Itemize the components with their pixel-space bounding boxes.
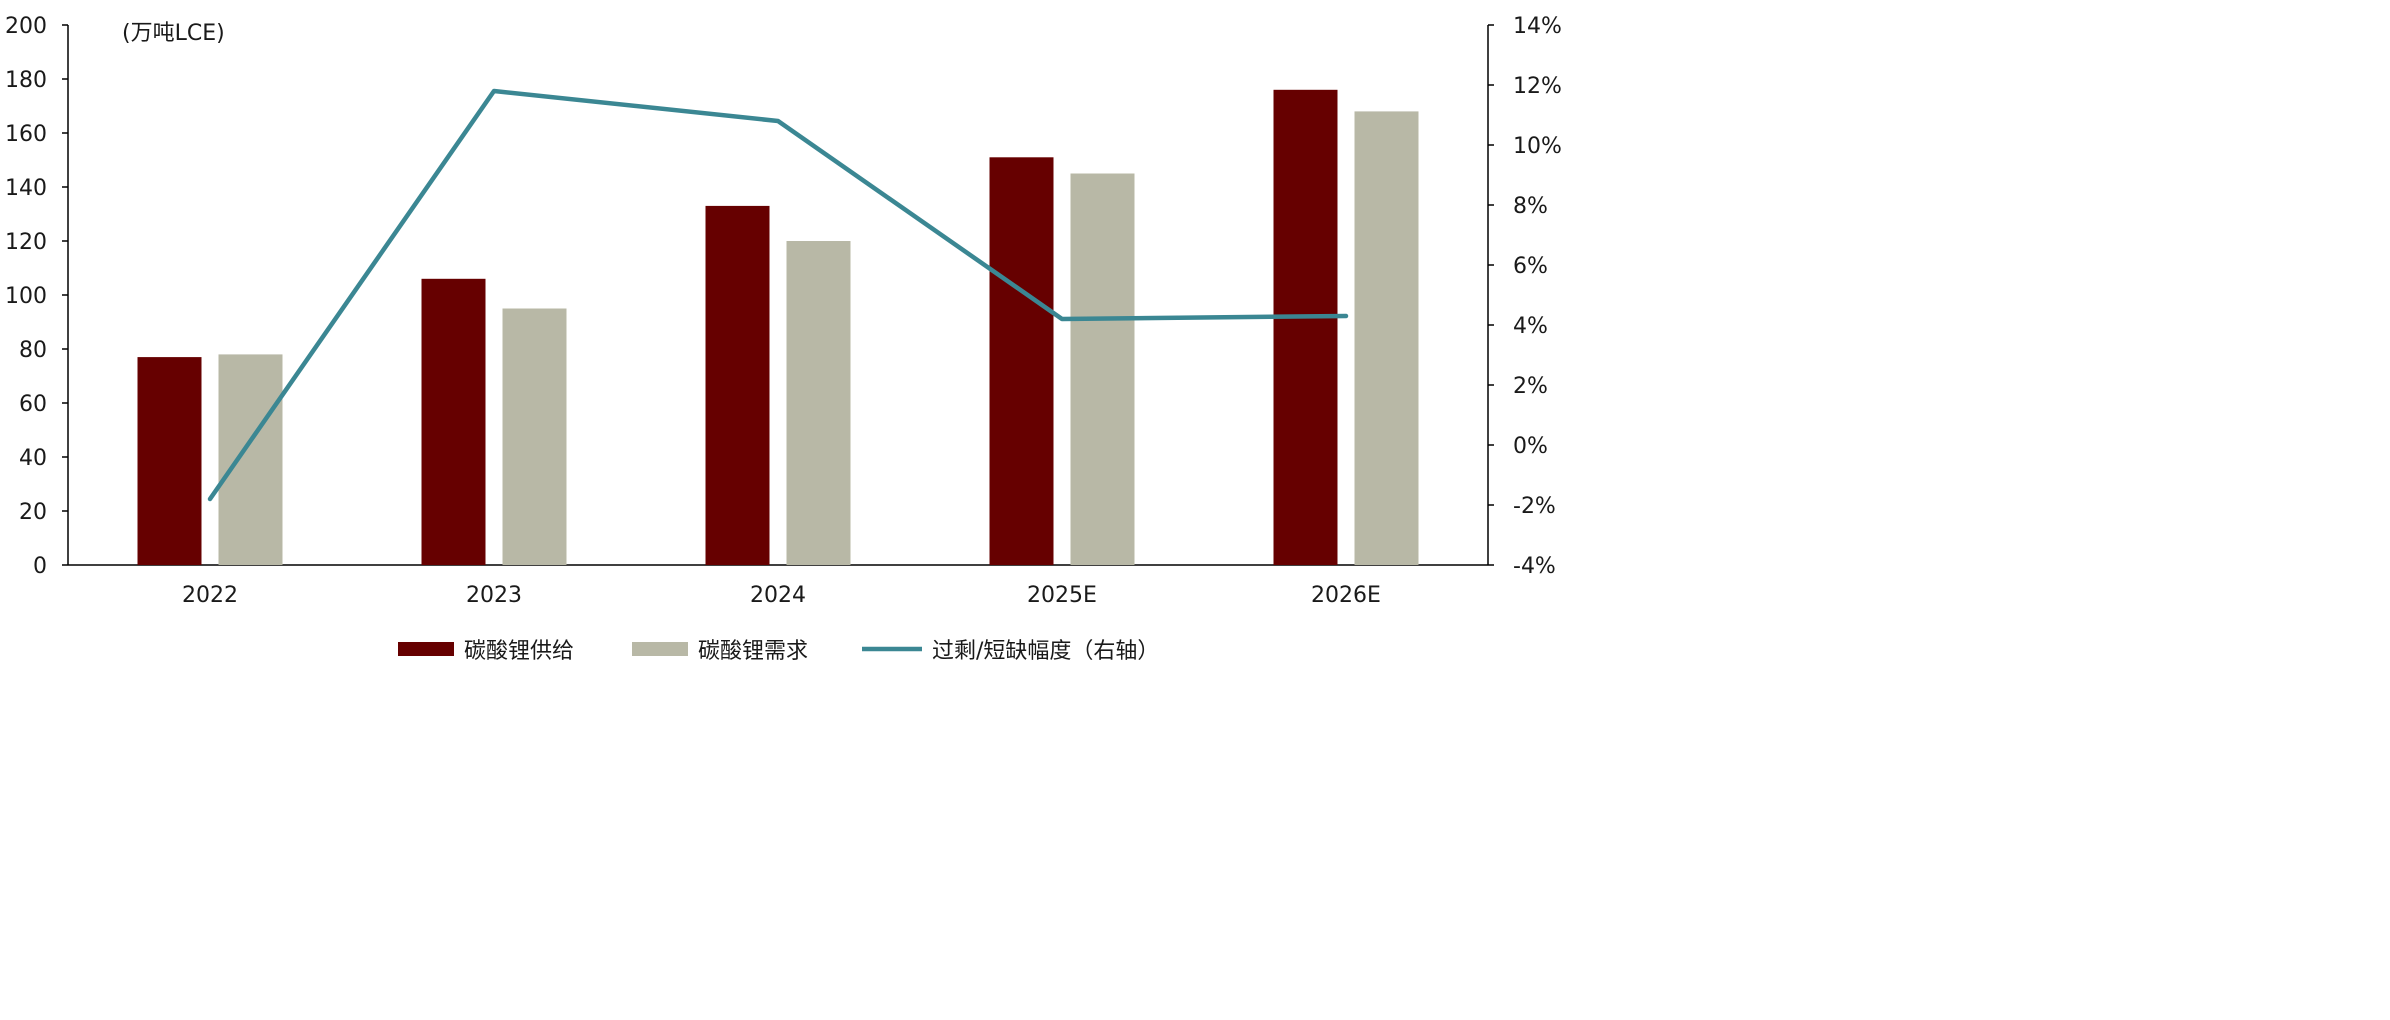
y-left-tick-label: 60 xyxy=(19,392,47,417)
chart-container: 0 20 40 60 80 100 120 140 160 180 200 -4% -2% 0% 2% 4% 6… xyxy=(0,0,1568,669)
legend-item-gap: 过剩/短缺幅度（右轴） xyxy=(862,639,1159,664)
line-surplus-shortage xyxy=(207,88,1349,502)
x-tick-label: 2026E xyxy=(1311,583,1381,608)
bar-demand xyxy=(1070,173,1135,565)
legend-item-demand: 碳酸锂需求 xyxy=(632,639,808,664)
axes-group xyxy=(62,24,1494,566)
y-right-tick-label: 4% xyxy=(1513,314,1548,339)
y-right-tick-label: 10% xyxy=(1513,134,1562,159)
y-left-tick-label: 200 xyxy=(5,14,47,39)
legend: 碳酸锂供给 碳酸锂需求 过剩/短缺幅度（右轴） xyxy=(398,639,1159,664)
y-right-tick-label: 0% xyxy=(1513,434,1548,459)
legend-label: 碳酸锂需求 xyxy=(698,639,808,664)
y-left-tick-label: 80 xyxy=(19,338,47,363)
x-tick-label: 2023 xyxy=(466,583,522,608)
x-tick-label: 2024 xyxy=(750,583,806,608)
y-right-tick-label: 12% xyxy=(1513,74,1562,99)
x-tick-label: 2022 xyxy=(182,583,238,608)
bar-supply xyxy=(705,205,770,565)
legend-label: 过剩/短缺幅度（右轴） xyxy=(932,639,1159,664)
y-right-tick-label: 6% xyxy=(1513,254,1548,279)
y-right-tick-label: 8% xyxy=(1513,194,1548,219)
bar-supply xyxy=(989,157,1054,566)
y-left-tick-label: 120 xyxy=(5,230,47,255)
x-tick-label: 2025E xyxy=(1027,583,1097,608)
y-axis-unit-label: (万吨LCE) xyxy=(122,21,225,46)
bar-demand xyxy=(786,241,851,565)
y-left-tick-label: 140 xyxy=(5,176,47,201)
bar-supply xyxy=(421,278,486,565)
bar-demand xyxy=(218,354,283,565)
y-left-tick-label: 180 xyxy=(5,68,47,93)
y-left-tick-label: 40 xyxy=(19,446,47,471)
y-left-tick-label: 100 xyxy=(5,284,47,309)
y-left-tick-label: 0 xyxy=(33,554,47,579)
y-right-tick-label: 14% xyxy=(1513,14,1562,39)
bar-demand xyxy=(502,308,567,565)
bar-supply xyxy=(137,357,202,565)
y-right-tick-label: -4% xyxy=(1513,554,1556,579)
y-right-tick-label: 2% xyxy=(1513,374,1548,399)
legend-swatch xyxy=(632,642,688,656)
tick-labels-group: 0 20 40 60 80 100 120 140 160 180 200 -4% -2% 0% 2% 4% 6… xyxy=(5,14,1562,608)
y-left-tick-label: 20 xyxy=(19,500,47,525)
legend-label: 碳酸锂供给 xyxy=(464,639,574,664)
legend-swatch xyxy=(398,642,454,656)
legend-item-supply: 碳酸锂供给 xyxy=(398,639,574,664)
bars-group xyxy=(137,89,1419,566)
y-left-tick-label: 160 xyxy=(5,122,47,147)
bar-demand xyxy=(1354,111,1419,566)
bar-supply xyxy=(1273,89,1338,566)
y-right-tick-label: -2% xyxy=(1513,494,1556,519)
line-group xyxy=(207,88,1349,502)
chart-svg: 0 20 40 60 80 100 120 140 160 180 200 -4% -2% 0% 2% 4% 6… xyxy=(5,14,1562,664)
